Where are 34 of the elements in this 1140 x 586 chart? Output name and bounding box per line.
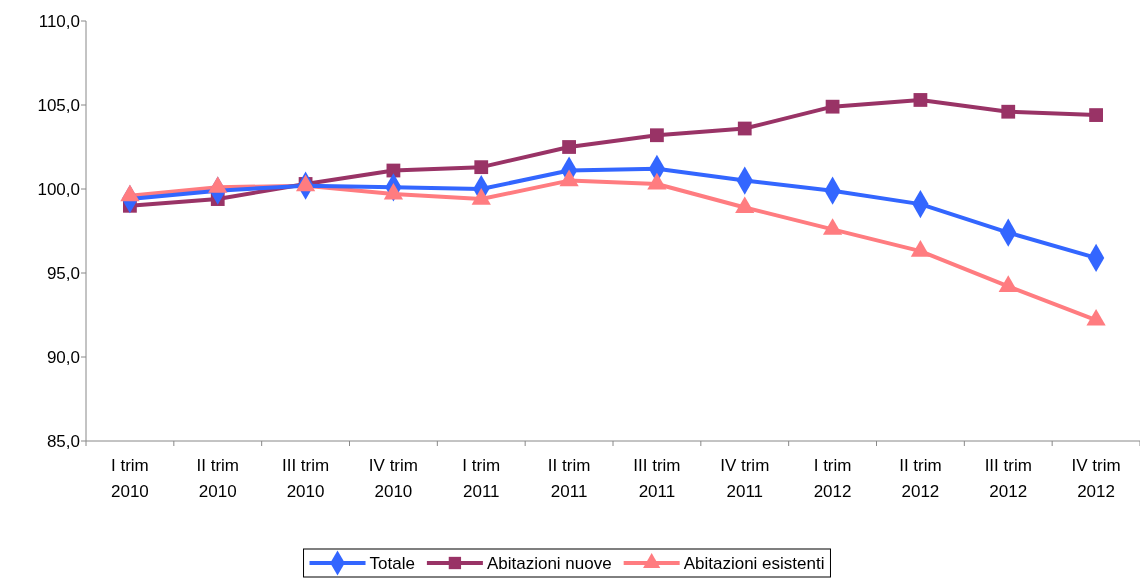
- point: [822, 218, 843, 235]
- y-tick-label: 100,0: [37, 179, 80, 199]
- x-tick-label: I trim 2012: [813, 456, 852, 501]
- point: [998, 275, 1018, 292]
- legend-label: Abitazioni nuove: [486, 553, 612, 573]
- x-tick-label: I trim 2011: [462, 456, 501, 501]
- x-tick-label: IV trim 2012: [1071, 456, 1121, 501]
- point: [737, 121, 752, 136]
- point: [825, 99, 840, 114]
- point: [1001, 104, 1016, 119]
- point: [650, 128, 664, 143]
- point: [910, 240, 931, 257]
- x-tick-label: IV trim 2010: [368, 456, 418, 501]
- x-tick-label: II trim 2010: [196, 456, 239, 501]
- legend-label: Abitazioni esistenti: [683, 553, 825, 573]
- point: [474, 160, 489, 175]
- x-tick-label: I trim 2010: [111, 456, 149, 501]
- point: [1089, 108, 1103, 122]
- x-tick-label: IV trim 2011: [720, 456, 770, 501]
- x-tick-label: II trim 2011: [547, 456, 591, 501]
- x-tick-label: III trim 2011: [633, 456, 681, 501]
- legend-label: Totale: [369, 553, 415, 573]
- y-tick-label: 95,0: [46, 263, 80, 283]
- y-tick-label: 90,0: [46, 347, 80, 367]
- point: [735, 196, 755, 214]
- point: [562, 140, 576, 154]
- x-tick-label: III trim 2010: [281, 456, 330, 501]
- y-tick-label: 105,0: [37, 95, 80, 115]
- point: [913, 93, 928, 107]
- x-tick-label: III trim 2012: [984, 456, 1032, 501]
- point: [1086, 308, 1106, 326]
- x-tick-label: II trim 2012: [899, 456, 942, 501]
- y-tick-label: 85,0: [46, 431, 80, 451]
- y-tick-label: 110,0: [38, 11, 80, 31]
